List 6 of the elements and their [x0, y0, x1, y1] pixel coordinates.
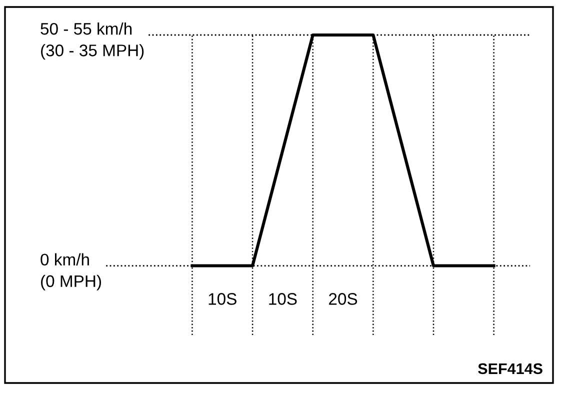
- text: 10S: [269, 293, 297, 305]
- text: 10S: [208, 293, 236, 305]
- text: SEF414S: [478, 363, 542, 374]
- ref-line-label: 50 - 55 km/h (30 - 35 MPH): [40, 22, 144, 60]
- text: 20S: [329, 293, 358, 305]
- ref-line-label: 0 km/h (0 MPH): [40, 253, 101, 290]
